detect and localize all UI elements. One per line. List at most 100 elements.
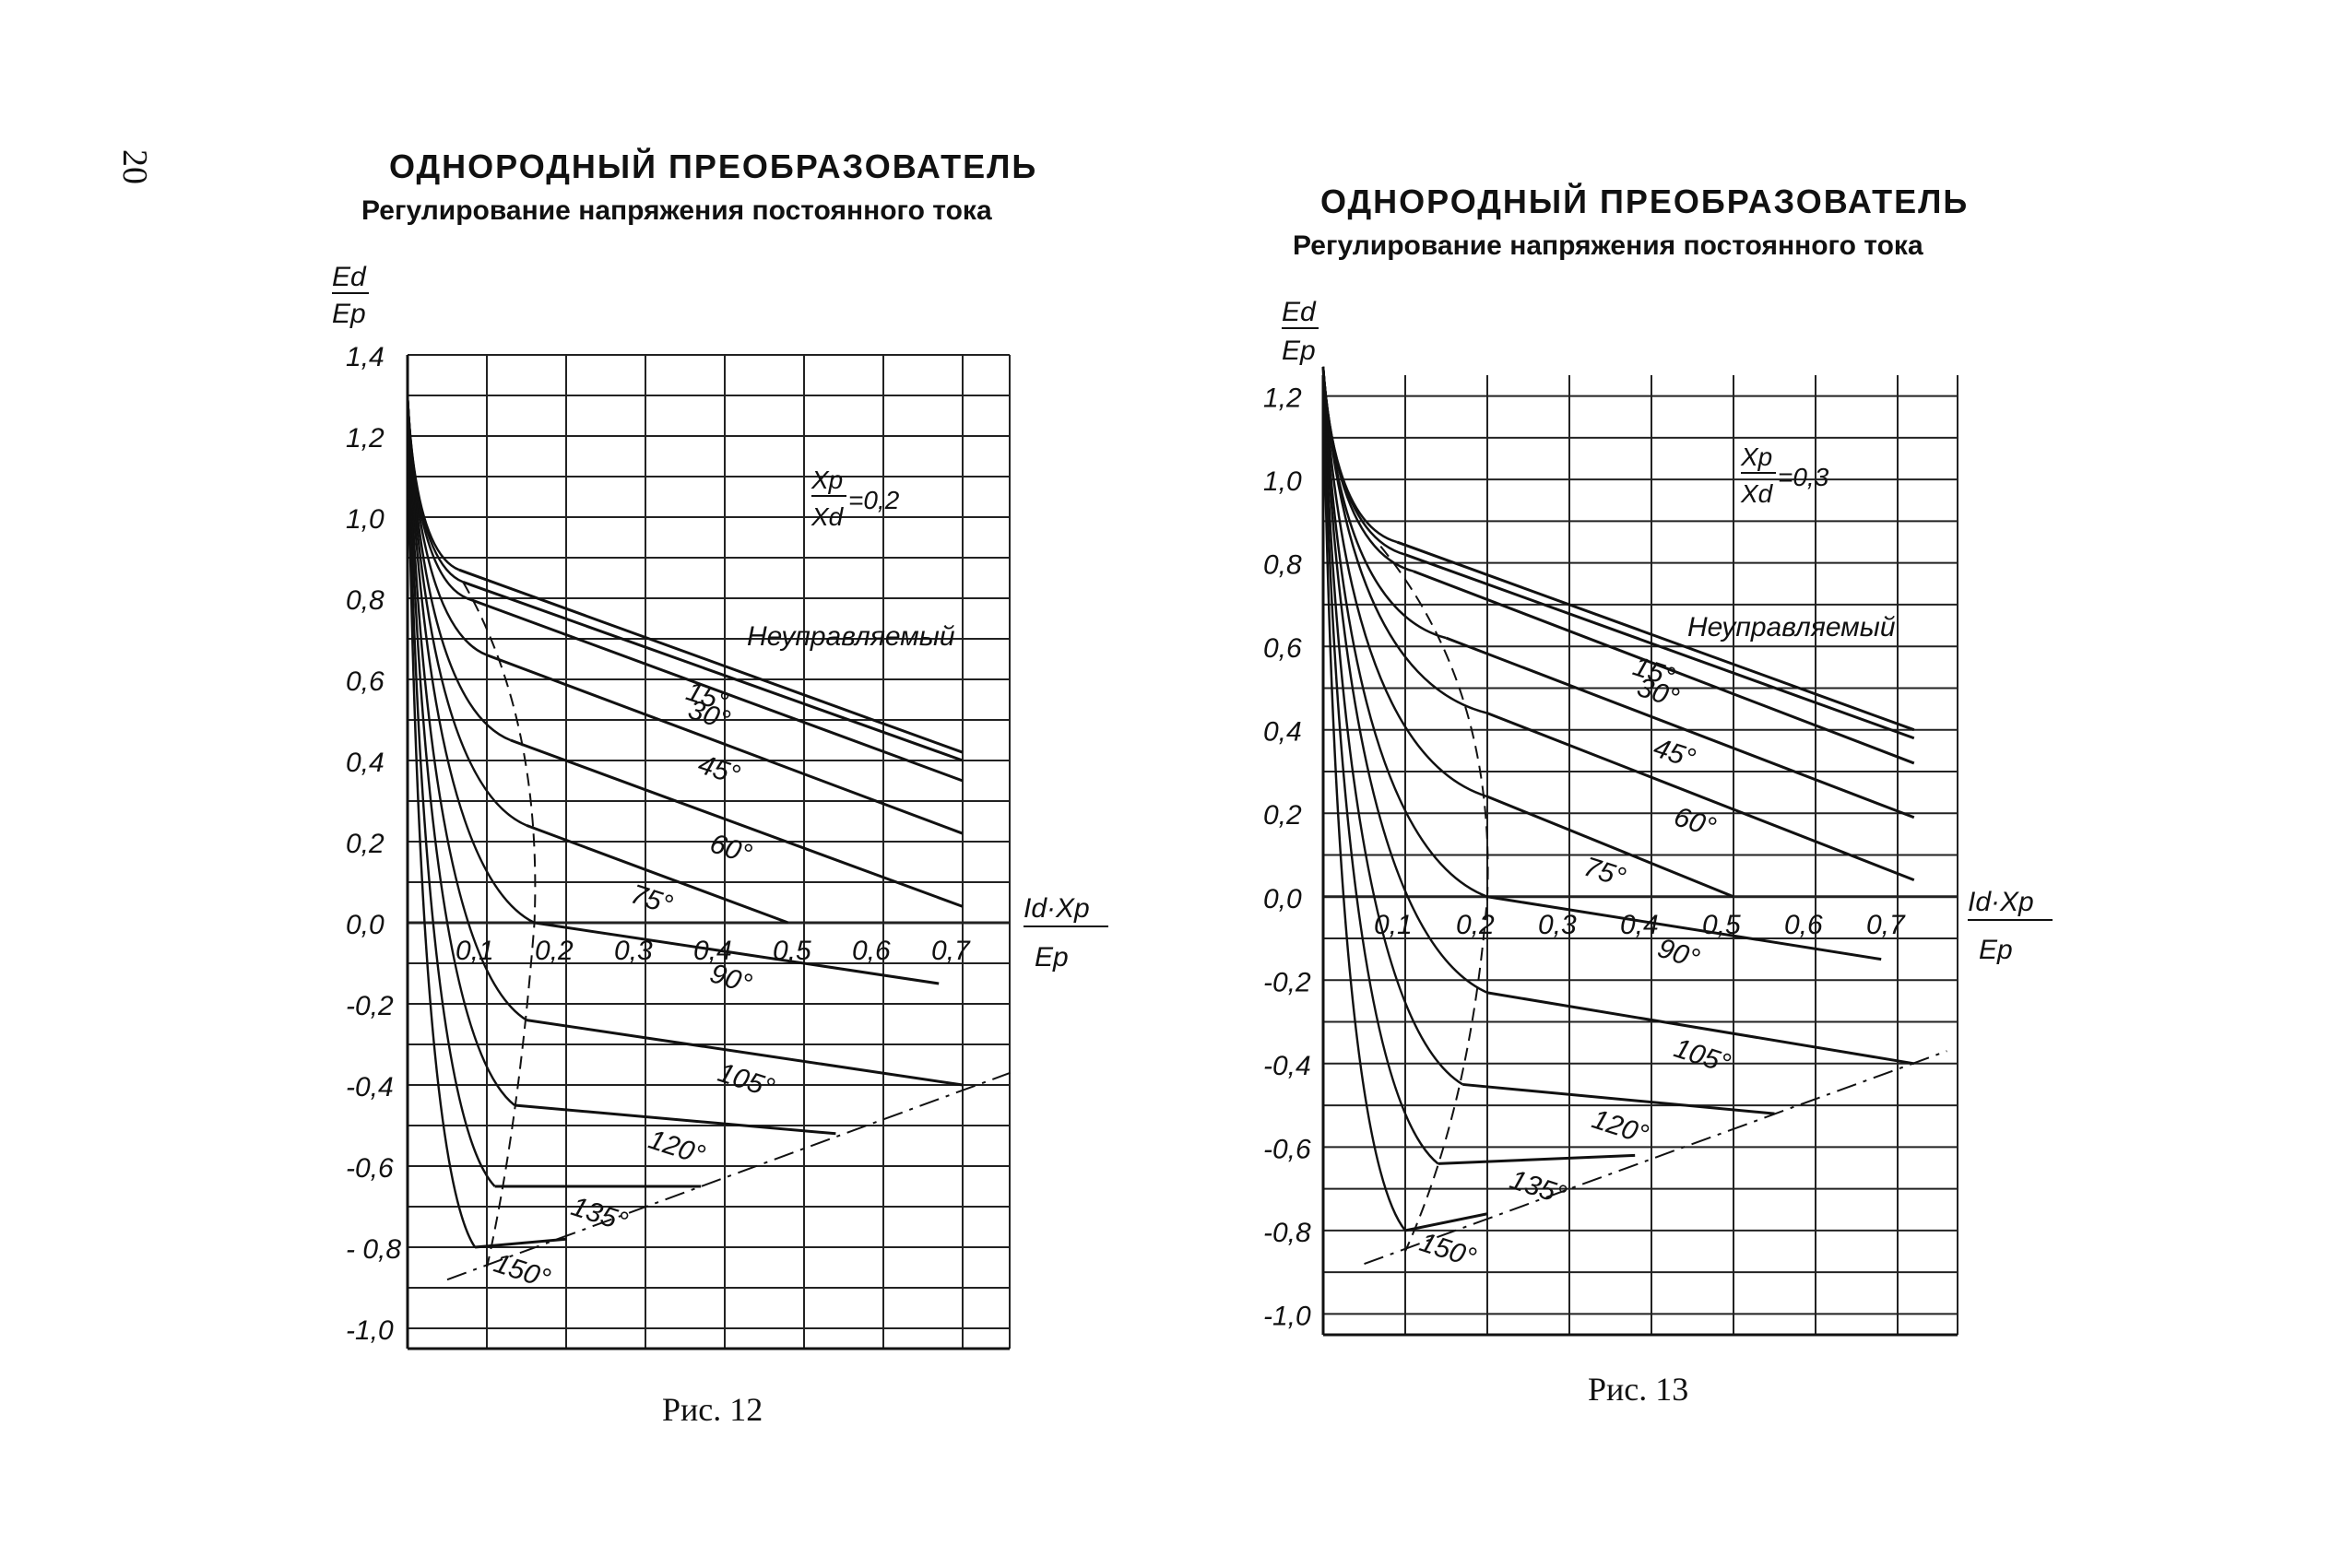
y-tick-label: 1,0	[346, 504, 385, 535]
series-line	[1486, 991, 1915, 1066]
y-axis-label-denominator: Ep	[1282, 336, 1316, 366]
series-line	[514, 1103, 836, 1136]
grid	[1321, 375, 1958, 1337]
angle-label: 105°	[715, 1057, 778, 1104]
series-line	[1396, 540, 1915, 732]
series-line	[526, 823, 789, 925]
x-tick-label: 0,7	[931, 936, 971, 966]
y-tick-label: 0,0	[1263, 884, 1302, 914]
panel-2-title: ОДНОРОДНЫЙ ПРЕОБРАЗОВАТЕЛЬ	[1320, 183, 1970, 220]
series-line	[534, 921, 940, 985]
chart-fig-12: 1,4 1,2 1,0 0,8 0,6 0,4 0,2 0,0 -0,2 -0,4 -0,6 - 0,…	[332, 262, 1108, 1350]
series-curve	[406, 395, 536, 925]
series-curve	[1321, 366, 1488, 714]
y-axis-label-numerator: Ed	[332, 262, 367, 292]
series-curve	[1321, 366, 1488, 798]
parameter-denominator: Xd	[811, 502, 845, 531]
series-line	[1413, 570, 1915, 765]
y-tick-label: -1,0	[1263, 1301, 1311, 1331]
grid	[406, 354, 1011, 1350]
series-line	[1438, 1153, 1636, 1165]
angle-label: 45°	[694, 749, 743, 791]
panel-1-subtitle: Регулирование напряжения постоянного ток…	[361, 195, 992, 226]
angle-label: 60°	[706, 828, 755, 869]
series-curve	[1321, 366, 1406, 1232]
series-line	[1404, 1212, 1488, 1232]
series-line	[462, 580, 964, 762]
y-tick-label: -0,6	[346, 1153, 394, 1184]
y-tick-label: 0,4	[1263, 717, 1302, 748]
series-line	[486, 654, 964, 835]
series-curve	[1321, 366, 1488, 898]
series-curve	[1321, 366, 1488, 994]
angle-label: 135°	[1506, 1164, 1569, 1211]
series-line	[510, 738, 964, 908]
series-line	[526, 1019, 964, 1087]
y-tick-label: 1,0	[1263, 466, 1302, 497]
y-tick-label: 0,2	[1263, 800, 1302, 831]
y-tick-label: -0,2	[346, 991, 394, 1021]
series-curve	[406, 395, 512, 742]
series-line	[1445, 636, 1915, 819]
parameter-value: =0,2	[848, 486, 900, 514]
series-line	[1486, 795, 1734, 899]
series-curve	[406, 395, 496, 1187]
angle-label: 45°	[1650, 733, 1698, 774]
y-tick-label: -0,6	[1263, 1134, 1311, 1164]
series-line	[1462, 1082, 1775, 1115]
uncontrolled-label: Неуправляемый	[1687, 612, 1896, 643]
x-tick-label: 0,7	[1866, 910, 1906, 940]
series-line	[1404, 553, 1915, 740]
series-line	[474, 1237, 567, 1249]
angle-label: 75°	[627, 878, 676, 920]
parameter-value: =0,3	[1778, 463, 1829, 491]
panel-1-title: ОДНОРОДНЫЙ ПРЕОБРАЗОВАТЕЛЬ	[389, 147, 1038, 185]
y-tick-label: - 0,8	[346, 1234, 401, 1265]
x-tick-label: 0,3	[1538, 910, 1577, 940]
x-tick-label: 0,6	[852, 936, 891, 966]
x-axis-label-denominator: Ep	[1035, 942, 1069, 973]
x-axis-label-denominator: Ep	[1979, 935, 2013, 965]
series-curve	[406, 395, 477, 1248]
series-curve	[1321, 366, 1463, 1086]
angle-label: 30°	[1633, 672, 1682, 713]
y-tick-label: 0,6	[346, 666, 385, 697]
y-tick-label: 0,8	[346, 585, 385, 616]
y-tick-label: -0,8	[1263, 1218, 1311, 1248]
y-tick-label: 0,0	[346, 910, 385, 940]
panel-1-caption: Рис. 12	[662, 1391, 763, 1428]
parameter-numerator: Xp	[1740, 442, 1772, 471]
angle-label: 120°	[1588, 1104, 1651, 1151]
angle-label: 105°	[1670, 1033, 1733, 1080]
panel-2-caption: Рис. 13	[1588, 1371, 1689, 1408]
y-tick-label: 0,2	[346, 829, 385, 859]
x-tick-label: 0,4	[1620, 910, 1659, 940]
y-axis-label-denominator: Ep	[332, 299, 366, 329]
y-tick-label: 0,8	[1263, 550, 1302, 581]
angle-label: 120°	[645, 1125, 708, 1172]
x-tick-label: 0,2	[1456, 910, 1495, 940]
boundary-dash-dot-line	[446, 1071, 1011, 1281]
uncontrolled-label: Неуправляемый	[747, 621, 955, 652]
y-tick-label: 1,2	[1263, 383, 1302, 414]
series-curve	[406, 395, 527, 1021]
series-curve	[1321, 366, 1439, 1165]
x-tick-label: 0,6	[1784, 910, 1823, 940]
y-tick-label: 0,4	[346, 748, 385, 778]
y-tick-label: -0,4	[346, 1072, 394, 1102]
angle-label: 90°	[706, 958, 755, 999]
angle-label: 150°	[1416, 1227, 1480, 1274]
y-tick-label: 0,6	[1263, 633, 1302, 664]
chart-fig-13: 1,2 1,0 0,8 0,6 0,4 0,2 0,0 -0,2 -0,4 -0,6 -0,8 -1,…	[1263, 297, 2053, 1337]
series-curve	[406, 395, 515, 1106]
x-axis-label-numerator: Id·Xp	[1968, 887, 2034, 917]
angle-label: 135°	[567, 1191, 631, 1238]
y-tick-label: -0,4	[1263, 1051, 1311, 1081]
series-line	[458, 568, 964, 754]
angle-label: 75°	[1580, 852, 1629, 893]
boundary-dashed-curve	[462, 581, 537, 1268]
parameter-denominator: Xd	[1740, 479, 1774, 508]
y-tick-label: 1,2	[346, 423, 385, 454]
parameter-numerator: Xp	[811, 466, 843, 494]
